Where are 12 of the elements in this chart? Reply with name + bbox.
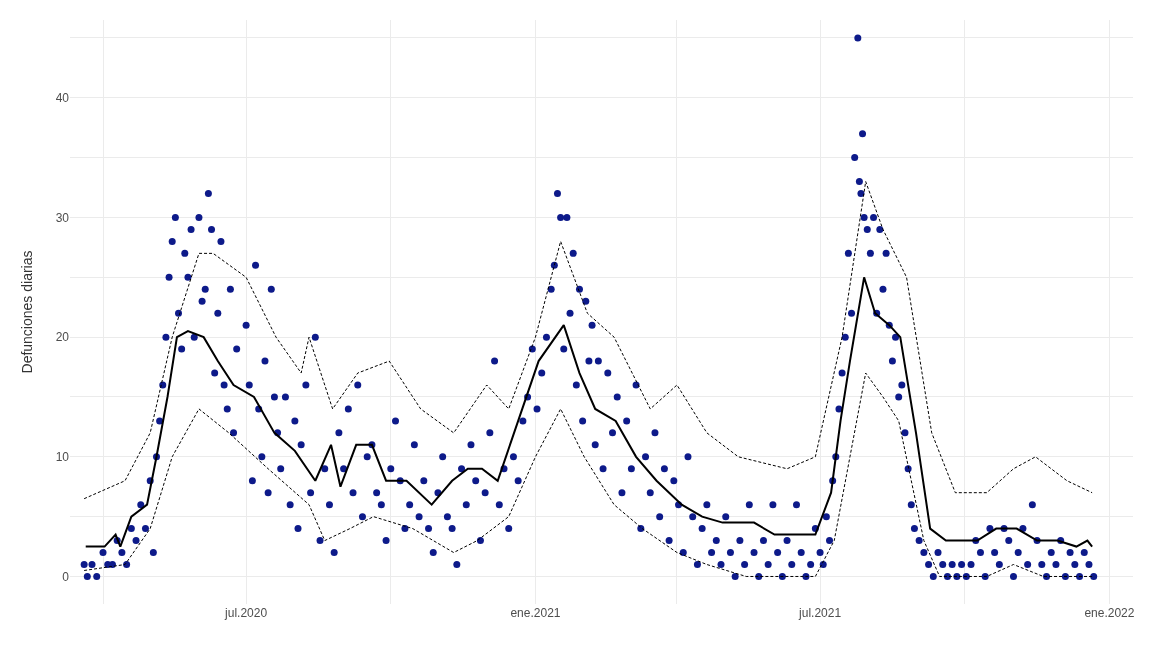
line-series (83, 181, 1093, 500)
y-tick-label: 0 (62, 569, 70, 584)
line-series (84, 276, 1094, 548)
y-tick-label: 10 (55, 450, 70, 464)
y-tick-label: 40 (55, 90, 70, 105)
y-tick-label: 30 (55, 210, 70, 225)
x-tick-label: ene.2022 (1084, 606, 1135, 620)
y-tick-label: 20 (55, 330, 70, 345)
x-tick-label: ene.2021 (510, 606, 561, 620)
x-tick-label: jul.2020 (224, 606, 268, 620)
x-tick-label: jul.2021 (798, 606, 842, 620)
y-axis-title: Defunciones diarias (19, 250, 35, 374)
